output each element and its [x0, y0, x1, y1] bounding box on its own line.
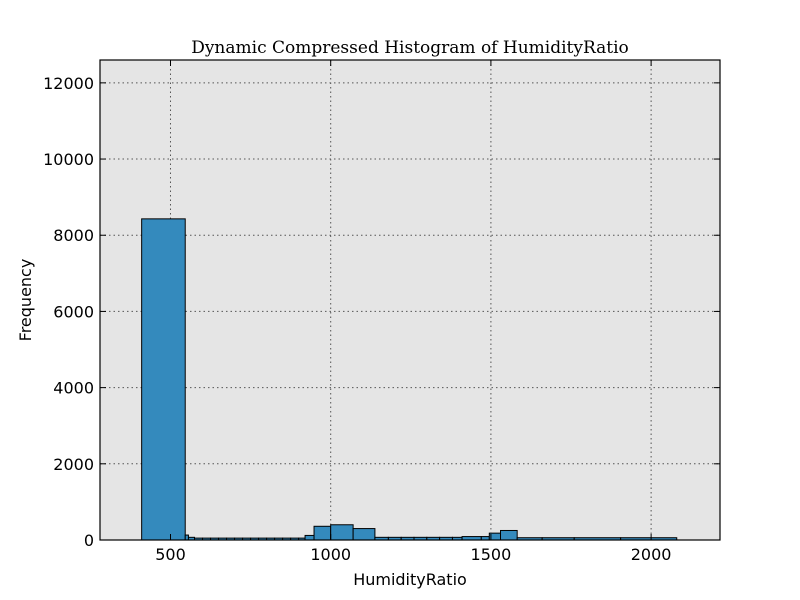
x-tick-label: 500 [155, 545, 186, 564]
histogram-bar [304, 534, 315, 541]
y-tick-label: 2000 [53, 455, 94, 474]
y-tick-label: 4000 [53, 379, 94, 398]
x-tick-label: 2000 [631, 545, 672, 564]
y-tick-label: 0 [84, 531, 94, 550]
y-axis-ticks: 0 2000 4000 6000 8000 10000 12000 [43, 74, 720, 550]
histogram-bar [313, 525, 332, 541]
histogram-bar [330, 524, 354, 541]
histogram-bar [141, 218, 186, 541]
y-axis-label: Frequency [16, 259, 35, 342]
plot-frame [99, 59, 721, 541]
histogram-bar [500, 529, 518, 541]
y-tick-label: 10000 [43, 150, 94, 169]
x-axis-ticks: 500 1000 1500 2000 [155, 60, 671, 564]
y-tick-label: 8000 [53, 226, 94, 245]
x-tick-label: 1000 [310, 545, 351, 564]
plot-background [100, 60, 720, 540]
x-axis-label: HumidityRatio [353, 570, 467, 589]
y-tick-label: 6000 [53, 302, 94, 321]
y-tick-label: 12000 [43, 74, 94, 93]
chart-title: Dynamic Compressed Histogram of Humidity… [191, 38, 629, 58]
x-tick-label: 1500 [471, 545, 512, 564]
histogram-bar [352, 528, 376, 541]
bars [141, 218, 678, 541]
